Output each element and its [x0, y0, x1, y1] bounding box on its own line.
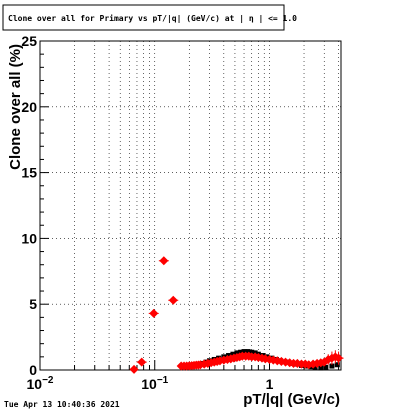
x-tick-label: 1: [266, 376, 274, 392]
grid-lines: [40, 41, 341, 370]
data-point: [159, 256, 169, 266]
data-point: [234, 350, 240, 356]
y-axis-title: Clone over all (%): [7, 44, 24, 170]
y-tick-label: 10: [21, 230, 37, 246]
x-axis-title: pT/|q| (GeV/c): [243, 391, 340, 408]
axis-ticks: [39, 40, 340, 371]
data-point: [230, 351, 236, 357]
y-tick-label: 5: [29, 296, 37, 312]
chart-title: Clone over all for Primary vs pT/|q| (Ge…: [8, 13, 297, 23]
timestamp: Tue Apr 13 10:40:36 2021: [4, 400, 120, 409]
y-tick-label: 15: [21, 165, 37, 181]
plot-frame: [39, 40, 342, 371]
data-point: [245, 349, 251, 355]
x-tick-label: 10−1: [141, 375, 168, 392]
y-tick-labels: 0 5 10 15 20 25: [21, 33, 37, 378]
data-point: [137, 357, 147, 367]
data-point: [329, 363, 335, 369]
data-point: [226, 353, 232, 359]
y-tick-label: 0: [29, 362, 37, 378]
data-point: [249, 349, 255, 355]
data-point: [149, 308, 159, 318]
data-point: [129, 364, 139, 374]
title-box: [2, 4, 285, 31]
data-point: [312, 364, 318, 370]
data-point: [334, 362, 340, 368]
data-point: [323, 364, 329, 370]
data-point: [238, 349, 244, 355]
data-point: [318, 365, 324, 371]
data-point: [241, 349, 247, 355]
y-tick-label: 25: [21, 33, 37, 49]
x-tick-label: 10−2: [27, 375, 54, 392]
x-tick-labels: 10−2 10−1 1: [27, 375, 274, 392]
data-point: [168, 295, 178, 305]
series-red: [129, 256, 344, 374]
y-tick-label: 20: [21, 99, 37, 115]
data-series: [129, 256, 344, 374]
